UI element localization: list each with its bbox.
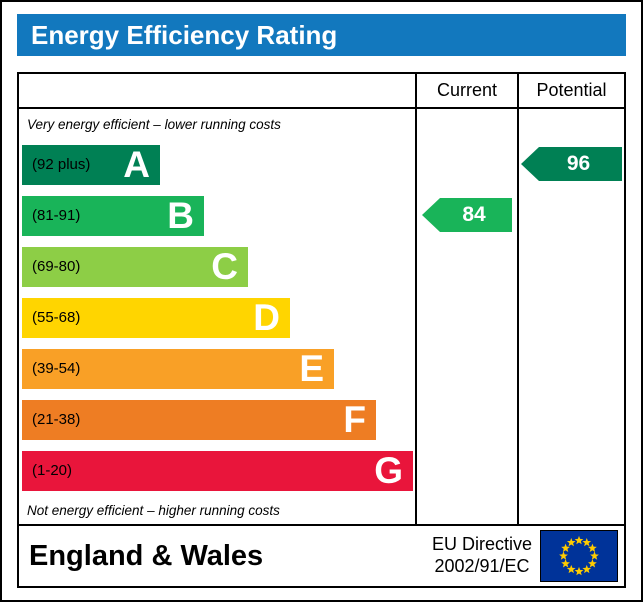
band-letter: A	[123, 144, 150, 185]
eu-star-icon	[582, 564, 592, 574]
band-row-b: (81-91) B	[19, 190, 415, 241]
band-range-label: (21-38)	[32, 411, 81, 428]
column-header-blank	[19, 74, 417, 107]
band-bar-b: (81-91) B	[22, 195, 204, 236]
band-row-c: (69-80) C	[19, 241, 415, 292]
band-list: (92 plus) A (81-91) B (69-80) C (55-68) D (39-54…	[19, 139, 415, 496]
band-letter: B	[167, 195, 194, 236]
table-footer: England & Wales EU Directive 2002/91/EC	[19, 524, 624, 586]
band-row-a: (92 plus) A	[19, 139, 415, 190]
band-row-f: (21-38) F	[19, 394, 415, 445]
column-header-current: Current	[417, 74, 519, 107]
page-title: Energy Efficiency Rating	[17, 14, 626, 56]
band-range-label: (39-54)	[32, 360, 81, 377]
eu-star-icon	[574, 566, 584, 576]
band-bar-c: (69-80) C	[22, 246, 248, 287]
eu-star-icon	[590, 551, 599, 560]
band-letter: D	[253, 297, 280, 338]
eu-directive-line1: EU Directive	[431, 534, 532, 555]
band-bar-f: (21-38) F	[22, 399, 376, 440]
band-letter: E	[299, 348, 324, 389]
eu-flag-icon	[540, 530, 618, 582]
band-bar-e: (39-54) E	[22, 348, 334, 389]
eu-star-icon	[559, 551, 568, 560]
band-range-label: (92 plus)	[32, 156, 91, 173]
band-range-label: (81-91)	[32, 207, 81, 224]
eu-star-icon	[582, 537, 592, 547]
band-row-e: (39-54) E	[19, 343, 415, 394]
eu-star-icon	[588, 543, 597, 552]
band-bar-g: (1-20) G	[22, 450, 413, 491]
table-header-row: Current Potential	[19, 74, 624, 109]
eu-directive-line2: 2002/91/EC	[434, 556, 530, 576]
band-range-label: (1-20)	[32, 462, 73, 479]
current-column: 84	[417, 109, 519, 524]
band-range-label: (55-68)	[32, 309, 81, 326]
top-note: Very energy efficient – lower running co…	[27, 116, 281, 132]
bands-area: Very energy efficient – lower running co…	[19, 109, 417, 524]
eu-star-icon	[561, 543, 570, 552]
band-row-d: (55-68) D	[19, 292, 415, 343]
potential-column: 96	[519, 109, 624, 524]
eu-star-icon	[574, 535, 584, 545]
rating-table: Current Potential Very energy efficient …	[17, 72, 626, 588]
column-header-potential: Potential	[536, 80, 607, 100]
band-range-label: (69-80)	[32, 258, 81, 275]
chart-body: Very energy efficient – lower running co…	[19, 109, 624, 524]
eu-star-icon	[566, 564, 576, 574]
bottom-note: Not energy efficient – higher running co…	[27, 502, 280, 518]
band-row-g: (1-20) G	[19, 445, 415, 496]
region-label: England & Wales	[29, 539, 264, 572]
band-bar-a: (92 plus) A	[22, 144, 160, 185]
band-letter: F	[343, 399, 366, 440]
eu-star-icon	[561, 559, 570, 568]
current-rating-arrow: 84	[422, 198, 512, 232]
potential-rating-arrow: 96	[521, 147, 622, 181]
eu-directive-label: EU Directive 2002/91/EC	[432, 534, 532, 577]
band-bar-d: (55-68) D	[22, 297, 290, 338]
eu-star-icon	[566, 537, 576, 547]
band-letter: G	[374, 450, 403, 491]
eu-star-icon	[588, 559, 597, 568]
band-letter: C	[211, 246, 238, 287]
